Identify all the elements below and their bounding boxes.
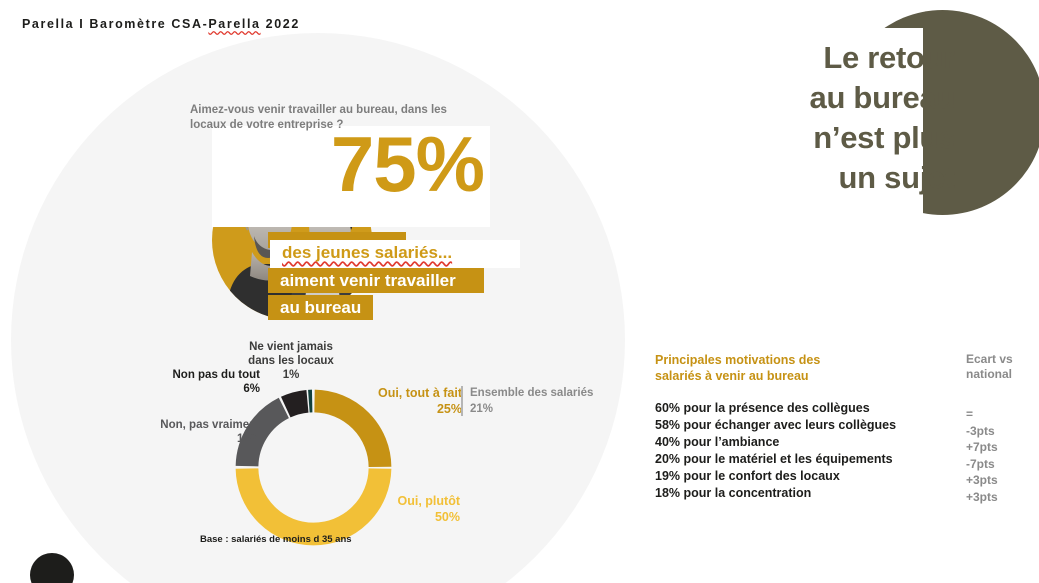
donut-label-non-pas-du-tout-value: 6% — [243, 383, 260, 395]
donut-label-non-pas-vraiment-value: 18% — [236, 433, 260, 445]
ecart-list: = -3pts +7pts -7pts +3pts +3pts — [966, 406, 1039, 505]
headline-line-4: un sujet — [838, 160, 956, 195]
ecart-item: +7pts — [966, 440, 998, 454]
ensemble-label: Ensemble des salariés — [470, 387, 594, 399]
donut-label-oui-tout-a-fait: Oui, tout à fait 25% — [362, 385, 462, 417]
donut-label-oui-plutot: Oui, plutôt 50% — [370, 493, 460, 525]
highlight-percent-value: 75% — [330, 120, 485, 208]
headline-white-notch-lower — [740, 160, 905, 240]
donut-label-non-pas-du-tout: Non pas du tout 6% — [160, 368, 260, 396]
ensemble-comparison: Ensemble des salariés 21% — [461, 385, 650, 417]
donut-label-ne-vient-jamais: Ne vient jamais dans les locaux 1% — [236, 340, 346, 382]
headline-line-3: n’est plus — [813, 120, 955, 155]
donut-label-oui-tout-a-fait-value: 25% — [436, 402, 462, 416]
highlight-line-b-box: aiment venir travailler — [268, 268, 484, 293]
document-title-prefix: Parella I Baromètre CSA- — [22, 17, 209, 31]
ecart-heading-line-1: Ecart vs — [966, 352, 1013, 366]
headline-line-1: Le retour — [823, 40, 955, 75]
motivation-item: 18% pour la concentration — [655, 486, 812, 500]
ecart-item: = — [966, 407, 974, 421]
ecart-heading-line-2: national — [966, 367, 1013, 381]
ecart-item: +3pts — [966, 489, 998, 504]
donut-label-ne-vient-jamais-title: Ne vient jamais dans les locaux — [248, 341, 334, 367]
highlight-line-a-box: des jeunes salariés... — [270, 240, 520, 268]
motivations-heading-line-1: Principales motivations des — [655, 353, 821, 367]
headline-title: Le retour au bureau n’est plus un sujet — [740, 38, 956, 198]
ensemble-value: 21% — [470, 403, 494, 415]
donut-label-non-pas-vraiment: Non, pas vraiment 18% — [150, 418, 260, 446]
donut-label-oui-tout-a-fait-title: Oui, tout à fait — [377, 386, 462, 400]
donut-label-oui-plutot-title: Oui, plutôt — [397, 494, 460, 508]
ecart-item: +3pts — [966, 473, 998, 487]
motivation-item: 60% pour la présence des collègues — [655, 401, 870, 415]
highlight-line-b: aiment venir travailler — [280, 271, 456, 290]
donut-label-non-pas-vraiment-title: Non, pas vraiment — [160, 419, 260, 431]
motivation-item: 20% pour le matériel et les équipements — [655, 452, 893, 466]
headline-line-2: au bureau — [809, 80, 956, 115]
motivation-item: 40% pour l’ambiance — [655, 435, 780, 449]
donut-label-ne-vient-jamais-value: 1% — [282, 369, 300, 381]
donut-label-non-pas-du-tout-title: Non pas du tout — [172, 369, 260, 381]
motivations-heading-line-2: salariés à venir au bureau — [655, 369, 809, 383]
motivations-list: 60% pour la présence des collègues 58% p… — [655, 400, 955, 502]
highlight-percent-panel: 75% — [212, 120, 490, 227]
ecart-heading: Ecart vs national — [966, 352, 1039, 382]
document-title: Parella I Baromètre CSA-Parella 2022 — [22, 17, 300, 31]
ecart-item: -3pts — [966, 423, 995, 438]
ecart-item: -7pts — [966, 456, 995, 471]
ensemble-divider — [461, 386, 463, 416]
donut-slice-oui-plutot — [235, 389, 392, 546]
highlight-line-a: des jeunes salariés... — [282, 243, 453, 262]
donut-label-oui-plutot-value: 50% — [434, 510, 460, 524]
highlight-line-c-box: au bureau — [268, 295, 373, 320]
donut-chart — [226, 380, 401, 555]
headline-block: Le retour au bureau n’est plus un sujet — [740, 0, 1039, 240]
background-dark-dot — [30, 553, 74, 583]
motivation-item: 58% pour échanger avec leurs collègues — [655, 418, 897, 432]
document-title-brand: Parella — [208, 17, 261, 31]
motivations-heading: Principales motivations des salariés à v… — [655, 352, 955, 384]
chart-base-note: Base : salariés de moins d 35 ans — [200, 534, 352, 545]
survey-question: Aimez-vous venir travailler au bureau, d… — [190, 104, 447, 131]
highlight-line-c: au bureau — [280, 298, 362, 317]
motivation-item: 19% pour le confort des locaux — [655, 469, 840, 483]
document-title-year: 2022 — [260, 17, 300, 31]
